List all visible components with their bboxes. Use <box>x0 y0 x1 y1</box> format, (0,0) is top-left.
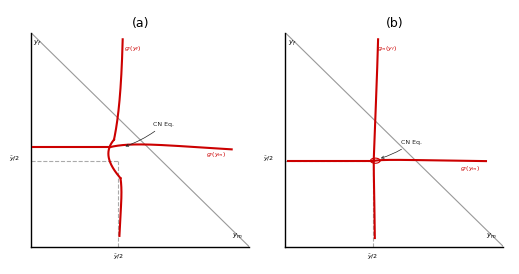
Text: $g_f(y_f)$: $g_f(y_f)$ <box>124 44 141 53</box>
Title: (b): (b) <box>386 17 403 30</box>
Text: $\bar{y}/2$: $\bar{y}/2$ <box>9 155 20 164</box>
Text: $y_f$: $y_f$ <box>33 39 42 48</box>
Text: $\bar{y}/2$: $\bar{y}/2$ <box>367 253 378 262</box>
Text: $y_m$: $y_m$ <box>232 232 242 241</box>
Text: $g_f(y_m)$: $g_f(y_m)$ <box>460 164 480 173</box>
Text: $\bar{y}/2$: $\bar{y}/2$ <box>264 155 275 164</box>
Text: $g_m(y_f)$: $g_m(y_f)$ <box>377 44 397 53</box>
Text: $\bar{y}/2$: $\bar{y}/2$ <box>113 253 124 262</box>
Text: CN Eq.: CN Eq. <box>126 122 174 146</box>
Text: CN Eq.: CN Eq. <box>381 140 422 158</box>
Title: (a): (a) <box>131 17 149 30</box>
Text: $g_f(y_m)$: $g_f(y_m)$ <box>206 150 226 159</box>
Text: $y_m$: $y_m$ <box>486 232 497 241</box>
Text: $y_f$: $y_f$ <box>288 39 296 48</box>
